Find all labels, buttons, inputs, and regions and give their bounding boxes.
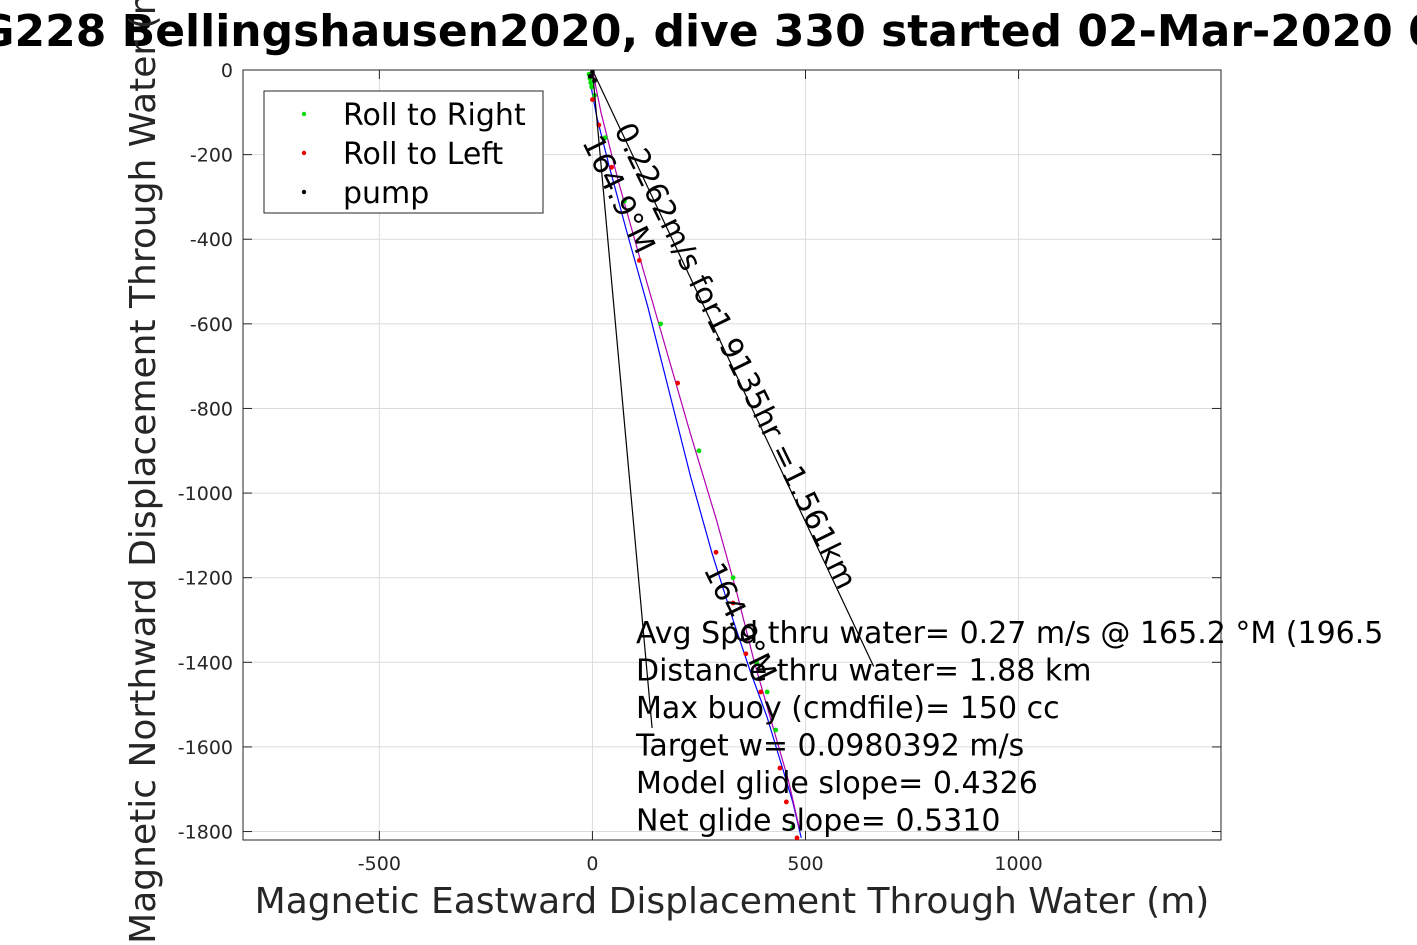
y-tick-label: -800: [190, 398, 233, 420]
annotation-line: Max buoy (cmdfile)= 150 cc: [636, 691, 1060, 726]
legend-marker: [301, 111, 307, 117]
legend-label: Roll to Left: [343, 137, 503, 172]
annotation-line: Avg Spd thru water= 0.27 m/s @ 165.2 °M …: [636, 616, 1383, 651]
point-roll-to-right: [602, 135, 608, 141]
legend-label: Roll to Right: [343, 98, 526, 133]
point-roll-to-right: [621, 198, 627, 204]
legend-box: [263, 90, 544, 214]
legend-label: pump: [343, 176, 429, 211]
annotations: Avg Spd thru water= 0.27 m/s @ 165.2 °M …: [635, 616, 1383, 839]
chart-title: SG228 Bellingshausen2020, dive 330 start…: [0, 6, 1417, 57]
annotation-line: Model glide slope= 0.4326: [636, 766, 1038, 801]
annotation-line: Net glide slope= 0.5310: [636, 804, 1000, 839]
rotated-label: 0.2262m/s for1.9135hr =1.561km: [607, 117, 864, 595]
point-roll-to-left: [609, 164, 615, 170]
x-tick-label: -500: [358, 853, 401, 875]
legend-marker: [301, 150, 307, 156]
point-roll-to-right: [588, 80, 594, 86]
point-roll-to-left: [675, 380, 681, 386]
y-tick-label: -1800: [178, 822, 233, 844]
point-roll-to-left: [713, 549, 719, 555]
point-roll-to-right: [754, 659, 759, 665]
y-tick-label: -200: [190, 145, 233, 167]
series-line-track: [589, 69, 802, 839]
point-roll-to-left: [590, 97, 595, 103]
x-tick-label: 500: [787, 853, 823, 875]
x-tick-label: 0: [586, 853, 598, 875]
legend: Roll to Right Roll to Left pump: [263, 90, 544, 214]
point-roll-to-left: [783, 799, 789, 805]
annotation-line: Distance thru water= 1.88 km: [636, 654, 1091, 689]
point-roll-to-left: [743, 651, 749, 657]
y-tick-label: -1600: [178, 737, 233, 759]
point-roll-to-right: [730, 575, 736, 581]
y-tick-label: -400: [190, 229, 233, 251]
point-roll-to-right: [658, 321, 664, 327]
point-roll-to-left: [758, 689, 764, 695]
point-pump: [587, 73, 593, 79]
reference-lines: [591, 69, 875, 728]
point-roll-to-left: [777, 765, 783, 771]
current-vector-left: [591, 69, 653, 728]
current-vector-right: [591, 69, 875, 667]
plot-area: [242, 69, 1222, 841]
x-tick-label: 1000: [994, 853, 1042, 875]
y-tick-label: 0: [221, 60, 233, 82]
annotation-line: Target w= 0.0980392 m/s: [635, 729, 1024, 764]
y-tick-label: -1400: [178, 652, 233, 674]
point-roll-to-right: [790, 824, 796, 830]
point-roll-to-right: [764, 689, 770, 695]
rotated-labels: 0.2262m/s for1.9135hr =1.561km164.9°M164…: [575, 117, 864, 686]
x-axis-label: Magnetic Eastward Displacement Through W…: [255, 881, 1210, 922]
y-axis-label: Magnetic Northward Displacement Through …: [123, 0, 164, 944]
axis-ticks: -500 0 500 1000 0 -200 -400 -600 -800 -1000 -1200 -…: [178, 60, 1221, 875]
y-tick-label: -1000: [178, 483, 233, 505]
point-roll-to-left: [636, 257, 642, 263]
point-roll-to-right: [589, 84, 594, 90]
y-tick-label: -1200: [178, 568, 233, 590]
point-roll-to-left: [794, 835, 800, 841]
legend-marker: [301, 189, 307, 195]
point-roll-to-left: [730, 600, 736, 606]
point-roll-to-right: [696, 448, 702, 454]
point-roll-to-right: [773, 727, 779, 733]
y-tick-label: -600: [190, 314, 233, 336]
